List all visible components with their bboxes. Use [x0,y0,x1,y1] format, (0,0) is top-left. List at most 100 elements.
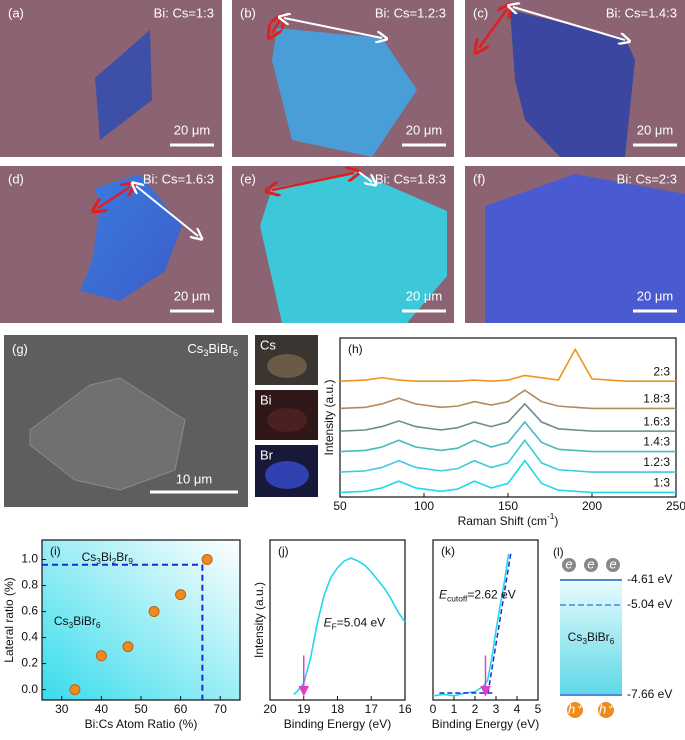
text-part: Cs [54,614,69,628]
panel-label: (h) [348,342,363,356]
compound: Cs3BiBr6 [187,341,238,358]
x-tick-label: 0 [430,702,437,716]
hole: h⁺ [568,701,583,716]
scale-bar: 20 μm [637,122,673,137]
series-line [339,459,676,494]
x-tick-label: 20 [263,702,277,716]
text-part: E [439,588,448,602]
x-tick-label: 100 [414,499,434,513]
text-part: Cs [568,630,583,644]
x-tick-label: 5 [535,702,542,716]
scale-bar: 20 μm [174,122,210,137]
y-tick-label: 0.6 [21,604,38,618]
series-label: 1.8:3 [643,392,670,406]
point [122,641,134,653]
x-tick-label: 60 [174,702,188,716]
y-axis-label: Lateral ratio (%) [2,577,16,662]
series-label: 2:3 [653,364,670,378]
micrograph: (e) Bi: Cs=1.8:3 20 μm [232,166,454,323]
text-part: Binding Energy (eV) [284,717,391,731]
panel-label: (l) [553,545,564,559]
point [95,650,107,662]
ratio: Bi: Cs=1.6:3 [143,171,214,186]
x-tick-label: 19 [297,702,311,716]
x-tick-label: 3 [493,702,500,716]
x-axis-label: Binding Energy (eV) [432,717,539,731]
ratio: Bi: Cs=1.2:3 [375,5,446,20]
scale-bar: 20 μm [406,288,442,303]
series-label: 1:3 [653,476,670,490]
text-part: BiBr [208,341,233,356]
text-part: Cs [82,550,97,564]
annotation: EF=5.04 eV [324,616,386,632]
x-tick-label: 1 [451,702,458,716]
text-part: 3 [96,556,101,566]
x-tick-label: 16 [398,702,412,716]
micrograph: (f) Bi: Cs=2:3 20 μm [465,166,685,323]
eds-label: Bi [260,392,272,407]
x-tick-label: 4 [514,702,521,716]
x-tick-label: 18 [331,702,345,716]
scale-bar: 10 μm [176,471,212,486]
panel-label: (k) [441,544,455,558]
series-line [339,402,676,432]
ratio: Bi: Cs=1.8:3 [375,171,446,186]
plot-area [269,539,406,701]
y-tick-label: 1.0 [21,552,38,566]
eds-label: Cs [260,337,276,352]
panel-label: (d) [8,171,24,186]
y-axis-label: Intensity (a.u.) [322,379,336,455]
text-part: 3 [69,620,74,630]
micrograph: (d) Bi: Cs=1.6:3 20 μm [0,166,222,323]
series-label: 1.6:3 [643,414,670,428]
panel-label: (f) [473,171,485,186]
y-tick-label: 0.2 [21,656,38,670]
text-part: 3 [203,348,208,358]
y-tick-label: 0.4 [21,630,38,644]
panel-label: (j) [278,544,289,558]
text-part: E [324,616,333,630]
panel-label: (c) [473,5,488,20]
x-axis-label: Bi:Cs Atom Ratio (%) [85,717,198,731]
x-tick-label: 30 [55,702,69,716]
electron: e [609,556,616,571]
text-part: BiBr [73,614,96,628]
annotation: Ecutoff=2.62 eV [439,588,516,604]
eds-label: Br [260,447,274,462]
scale-bar: 20 μm [406,122,442,137]
x-tick-label: 150 [498,499,518,513]
panel-label: (a) [8,5,24,20]
text-part: Br [116,550,128,564]
panel-label: (b) [240,5,256,20]
text-part: 6 [233,348,238,358]
text-part: 9 [128,556,133,566]
ratio: Bi: Cs=2:3 [617,171,677,186]
text-part: 2 [112,556,117,566]
text-part: 6 [96,620,101,630]
micrograph: (a) Bi: Cs=1:3 20 μm [0,0,222,157]
band-diagram: (l) Cs3BiBr6 -4.61 eV -5.04 eV -7.66 eV … [553,545,672,718]
x-tick-label: 200 [582,499,602,513]
point [175,589,187,601]
text-part: =5.04 eV [337,616,385,630]
x-tick-label: 17 [365,702,379,716]
plot-area [339,337,677,498]
text-part: cutoff [447,594,468,604]
panel-label: (i) [50,544,61,558]
panel-label: (e) [240,171,256,186]
scale-bar: 20 μm [174,288,210,303]
text-part: -1 [547,511,555,521]
x-axis-label: Raman Shift (cm-1) [458,511,559,528]
text-part: Bi:Cs Atom Ratio (%) [85,717,198,731]
level: -7.66 eV [627,687,672,701]
ratio: Bi: Cs=1.4:3 [606,5,677,20]
micrograph: (b) Bi: Cs=1.2:3 20 μm [232,0,454,157]
scale-bar: 20 μm [637,288,673,303]
series-label: 1.2:3 [643,455,670,469]
text-part: BiBr [587,630,610,644]
electron: e [587,556,594,571]
series-line [339,389,676,410]
text-part: ) [554,514,558,528]
series-line [293,557,406,696]
